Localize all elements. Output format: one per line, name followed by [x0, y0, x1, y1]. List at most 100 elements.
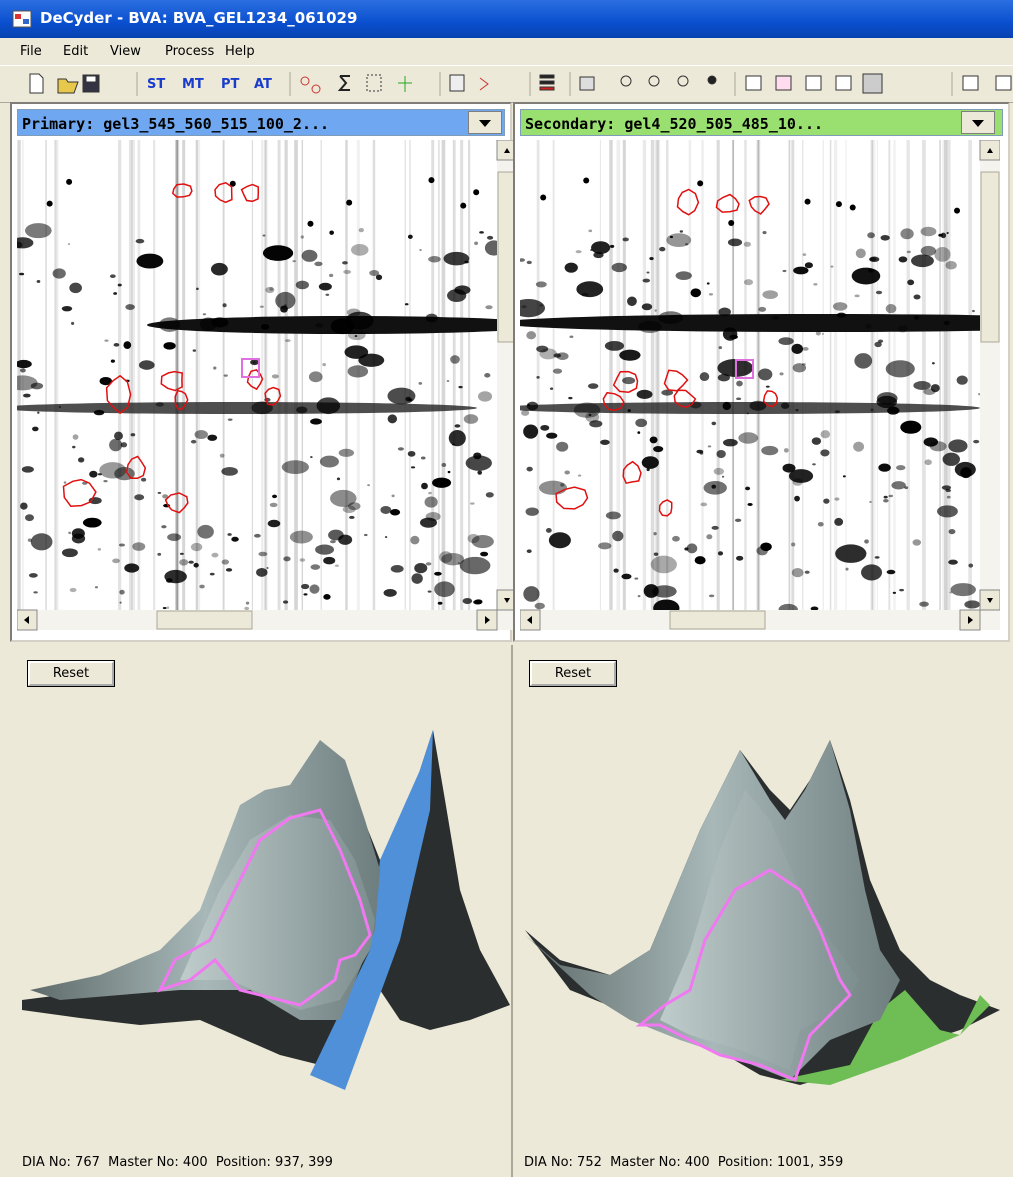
spot — [136, 239, 145, 244]
scroll-thumb[interactable] — [981, 172, 999, 342]
reset-button[interactable]: Reset — [530, 661, 616, 686]
scroll-thumb[interactable] — [670, 611, 765, 629]
spot — [812, 463, 816, 465]
spot — [955, 462, 976, 477]
spot — [700, 452, 704, 455]
spot-outline[interactable] — [678, 190, 699, 215]
spot — [948, 560, 958, 565]
spot — [711, 422, 716, 426]
spot — [199, 585, 205, 589]
scroll-arrow[interactable] — [17, 610, 37, 630]
menu-item[interactable]: Process — [165, 44, 214, 59]
spot — [716, 450, 725, 458]
spot — [738, 432, 758, 443]
spot — [299, 558, 305, 562]
spot — [944, 321, 950, 325]
toolbar-button[interactable]: PT — [221, 77, 239, 92]
spot — [37, 280, 41, 283]
reset-button[interactable]: Reset — [28, 661, 114, 686]
scroll-arrow[interactable] — [980, 140, 1000, 160]
spot — [114, 343, 120, 347]
toolbar-button[interactable]: MT — [182, 77, 204, 92]
streak — [460, 140, 463, 610]
spot — [744, 279, 753, 285]
spot — [605, 341, 624, 351]
scroll-thumb[interactable] — [157, 611, 252, 629]
pane-header[interactable]: Secondary: gel4_520_505_485_10... — [520, 109, 1003, 136]
spot — [425, 496, 438, 507]
spot — [934, 247, 950, 262]
toolbar-button[interactable]: ST — [147, 77, 165, 92]
spot — [266, 567, 268, 569]
spot — [709, 293, 713, 295]
gel-image — [17, 140, 517, 634]
spot — [576, 281, 603, 297]
menu-item[interactable]: File — [20, 44, 42, 59]
dropdown-button[interactable] — [961, 111, 995, 134]
spot — [134, 494, 144, 500]
spot — [113, 292, 117, 295]
dropdown-button[interactable] — [468, 111, 502, 134]
spot-outline[interactable] — [248, 370, 263, 389]
spot — [560, 483, 564, 487]
streak — [888, 140, 890, 610]
menu-item[interactable]: Help — [225, 44, 255, 59]
spot — [158, 492, 162, 494]
spot — [309, 584, 319, 593]
gel-spots — [520, 140, 1000, 617]
spot — [310, 456, 313, 458]
pane-header[interactable]: Primary: gel3_545_560_515_100_2... — [17, 109, 505, 136]
streak — [791, 140, 794, 610]
spot — [22, 466, 34, 472]
spot — [348, 330, 366, 340]
spot — [428, 256, 441, 262]
spot — [211, 263, 228, 276]
menu-item[interactable]: View — [110, 44, 141, 59]
spot — [310, 418, 322, 424]
streak — [438, 140, 439, 610]
spot — [112, 559, 120, 564]
scroll-arrow[interactable] — [477, 610, 497, 630]
spot — [272, 495, 277, 499]
scroll-arrow[interactable] — [520, 610, 540, 630]
spot — [684, 547, 688, 550]
spot — [736, 556, 743, 561]
scroll-arrow[interactable] — [980, 590, 1000, 610]
spot — [835, 410, 840, 413]
spot — [761, 446, 778, 455]
spot — [25, 223, 52, 238]
spot-outline[interactable] — [660, 500, 672, 516]
spot — [265, 287, 274, 293]
spot — [591, 241, 610, 254]
spot — [473, 600, 482, 605]
spot — [878, 464, 890, 472]
streak — [845, 140, 846, 610]
spot — [598, 542, 611, 549]
spot — [708, 445, 711, 447]
toolbar-button[interactable]: AT — [254, 77, 272, 92]
spot-outline[interactable] — [717, 195, 740, 213]
spot — [642, 456, 659, 469]
spot — [131, 433, 136, 436]
spot-outline[interactable] — [64, 480, 96, 507]
spot — [535, 603, 545, 609]
spot-outline[interactable] — [242, 185, 259, 202]
spot — [676, 271, 692, 280]
app-window: DeCyder - BVA: BVA_GEL1234_061029 FileEd… — [0, 0, 1013, 1177]
menu-item[interactable]: Edit — [63, 44, 88, 59]
streak — [823, 140, 824, 610]
spot — [723, 402, 731, 410]
spot — [29, 573, 38, 578]
spot — [834, 497, 839, 500]
spot — [59, 406, 61, 408]
spot-outline[interactable] — [623, 462, 641, 484]
spot — [188, 561, 193, 564]
scroll-arrow[interactable] — [960, 610, 980, 630]
streak — [946, 140, 948, 610]
spot — [728, 238, 742, 246]
spot — [779, 372, 783, 375]
spot — [792, 478, 802, 486]
spot — [643, 279, 650, 283]
spot — [343, 270, 351, 274]
spot — [637, 390, 653, 399]
